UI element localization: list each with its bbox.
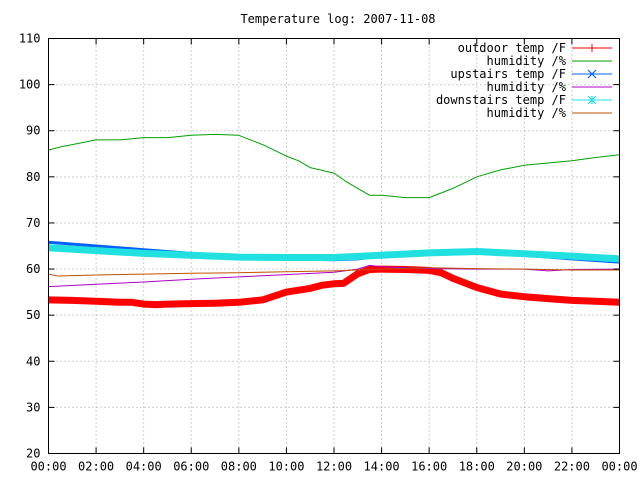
x-tick-label: 18:00: [459, 460, 495, 474]
axis-ticks: 20 30 40 50 60 70 80 90 100 110 00:00 02:00 04:00 06:…: [19, 32, 638, 474]
series-line-4: [48, 264, 620, 288]
series-line-2: [48, 133, 620, 199]
y-tick-label: 110: [19, 32, 41, 46]
x-tick-label: 02:00: [78, 460, 114, 474]
x-tick-label: 00:00: [30, 460, 66, 474]
chart-title: Temperature log: 2007-11-08: [240, 12, 435, 26]
x-tick-label: 04:00: [126, 460, 162, 474]
x-tick-label: 16:00: [411, 460, 447, 474]
legend-label: humidity /%: [487, 54, 567, 68]
y-tick-label: 60: [26, 262, 40, 276]
y-tick-label: 90: [26, 124, 40, 138]
legend-label: humidity /%: [487, 106, 567, 120]
x-tick-label: 00:00: [601, 460, 637, 474]
series-line-1: [48, 265, 620, 309]
x-tick-label: 08:00: [221, 460, 257, 474]
x-tick-label: 10:00: [268, 460, 304, 474]
y-tick-label: 30: [26, 400, 40, 414]
legend-marker: [587, 95, 597, 105]
plot-border: [48, 38, 620, 454]
y-tick-label: 50: [26, 308, 40, 322]
x-tick-label: 20:00: [506, 460, 542, 474]
series-line-6: [48, 267, 620, 277]
series-lines: [48, 133, 620, 309]
legend-marker: [587, 69, 597, 79]
x-tick-label: 14:00: [364, 460, 400, 474]
legend-label: humidity /%: [487, 80, 567, 94]
y-tick-label: 80: [26, 170, 40, 184]
x-tick-label: 12:00: [316, 460, 352, 474]
legend-label: upstairs temp /F: [450, 67, 566, 81]
y-tick-label: 20: [26, 447, 40, 461]
x-tick-label: 22:00: [554, 460, 590, 474]
y-tick-label: 70: [26, 216, 40, 230]
x-tick-label: 06:00: [173, 460, 209, 474]
legend-label: outdoor temp /F: [458, 41, 566, 55]
series-line-5: [48, 244, 620, 263]
legend-label: downstairs temp /F: [436, 93, 566, 107]
y-tick-label: 100: [19, 78, 41, 92]
y-tick-label: 40: [26, 354, 40, 368]
